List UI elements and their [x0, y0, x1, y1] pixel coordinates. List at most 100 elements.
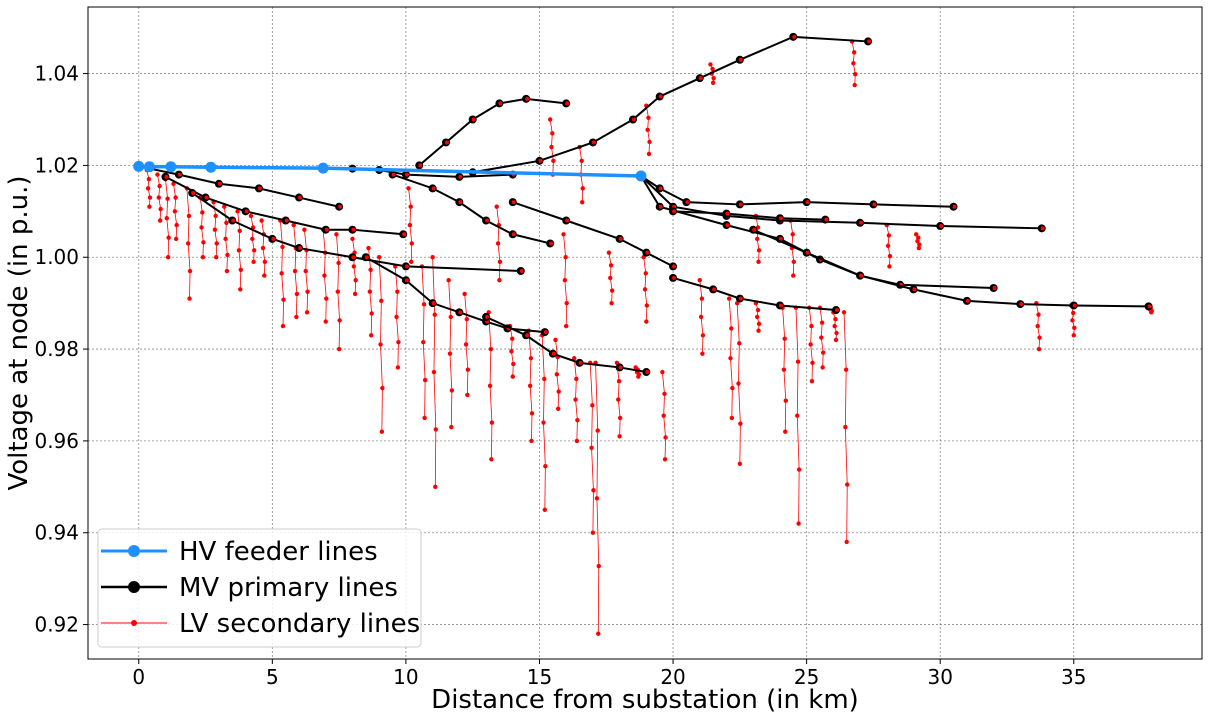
lv-point: [554, 372, 560, 377]
lv-overlay-point: [965, 298, 970, 303]
lv-point: [646, 151, 652, 157]
lv-point: [238, 267, 244, 273]
lv-point: [808, 342, 813, 347]
lv-point: [616, 397, 621, 402]
y-tick-label: 1.00: [34, 245, 79, 269]
lv-overlay-point: [511, 232, 516, 237]
lv-point: [791, 259, 797, 265]
lv-point: [156, 195, 161, 200]
lv-point: [465, 392, 470, 398]
lv-overlay-point: [431, 186, 436, 191]
lv-point: [379, 429, 385, 434]
lv-point: [700, 351, 705, 356]
lv-point: [543, 463, 548, 469]
lv-point: [553, 337, 558, 343]
lv-point: [755, 307, 761, 313]
lv-point: [294, 291, 300, 297]
lv-overlay-point: [298, 195, 303, 200]
lv-point: [663, 435, 668, 440]
lv-point: [407, 222, 413, 228]
legend-mv-label: MV primary lines: [179, 573, 398, 603]
lv-point: [464, 317, 470, 322]
lv-point: [646, 115, 651, 120]
lv-overlay-point: [364, 255, 369, 260]
lv-overlay-point: [778, 236, 783, 241]
lv-point: [489, 420, 495, 425]
lv-point: [213, 213, 218, 219]
lv-overlay-point: [231, 218, 236, 223]
lv-point: [395, 365, 401, 370]
lv-point: [913, 232, 919, 237]
lv-point: [248, 213, 254, 219]
lv-point: [1036, 346, 1042, 352]
legend-lv-marker: [131, 620, 137, 626]
lv-point: [449, 424, 454, 430]
x-tick-layer: 0 5 10 15 20 25 30 35: [132, 659, 1086, 689]
lv-point: [698, 314, 704, 320]
lv-point: [1149, 310, 1154, 315]
lv-point: [643, 271, 649, 276]
y-tick-label: 0.98: [34, 337, 79, 361]
lv-overlay-point: [778, 303, 783, 308]
lv-overlay-point: [257, 186, 262, 191]
lv-point: [834, 330, 839, 336]
lv-point: [729, 326, 734, 331]
lv-point: [433, 484, 438, 490]
lv-point: [555, 406, 561, 411]
lv-overlay-point: [752, 227, 757, 232]
lv-point: [886, 233, 892, 238]
lv-overlay-point: [1019, 302, 1024, 307]
lv-point: [617, 434, 622, 439]
lv-overlay-point: [444, 140, 449, 145]
lv-point: [334, 232, 339, 237]
mv-line: [392, 173, 551, 245]
legend-hv-label: HV feeder lines: [179, 537, 378, 567]
hv-series: [133, 160, 647, 182]
lv-point: [726, 296, 732, 301]
mv-line: [512, 201, 674, 268]
y-tick-label: 0.94: [34, 521, 79, 545]
lv-point: [738, 421, 743, 426]
lv-point: [165, 196, 170, 201]
lv-overlay-point: [867, 39, 872, 44]
lv-overlay-point: [402, 232, 407, 237]
lv-point: [200, 255, 206, 260]
lv-point: [487, 383, 493, 389]
lv-point: [574, 438, 580, 444]
lv-point: [291, 222, 296, 228]
lv-point: [1036, 312, 1041, 317]
lv-point: [262, 273, 267, 278]
lv-point: [642, 287, 648, 292]
lv-point: [542, 507, 548, 512]
lv-point: [510, 374, 515, 379]
x-tick-label: 15: [527, 665, 552, 689]
lv-point: [1035, 323, 1040, 329]
lv-point: [337, 318, 342, 323]
lv-point: [916, 235, 921, 240]
y-tick-layer: 0.92 0.94 0.96 0.98 1.00 1.02 1.04: [34, 62, 88, 637]
lv-point: [379, 298, 384, 304]
lv-overlay-point: [725, 223, 730, 228]
lv-point: [833, 317, 838, 322]
lv-point: [790, 232, 795, 237]
lv-point: [591, 488, 596, 493]
lv-point: [527, 383, 533, 389]
lv-overlay-point: [538, 158, 543, 163]
lv-overlay-point: [672, 275, 677, 280]
lv-point: [556, 389, 561, 394]
lv-point: [756, 321, 762, 327]
lv-point: [550, 131, 555, 136]
lv-point: [187, 268, 193, 274]
lv-point: [589, 445, 594, 450]
lv-overlay-point: [738, 202, 743, 207]
lv-overlay-point: [511, 200, 516, 205]
lv-point: [495, 241, 501, 246]
lv-point: [781, 367, 787, 372]
lv-point: [235, 209, 240, 214]
lv-point: [590, 530, 596, 535]
hv-point: [143, 161, 155, 173]
lv-overlay-point: [391, 172, 396, 177]
lv-point: [755, 314, 760, 320]
lv-overlay-point: [672, 209, 677, 214]
lv-overlay-point: [244, 209, 249, 214]
